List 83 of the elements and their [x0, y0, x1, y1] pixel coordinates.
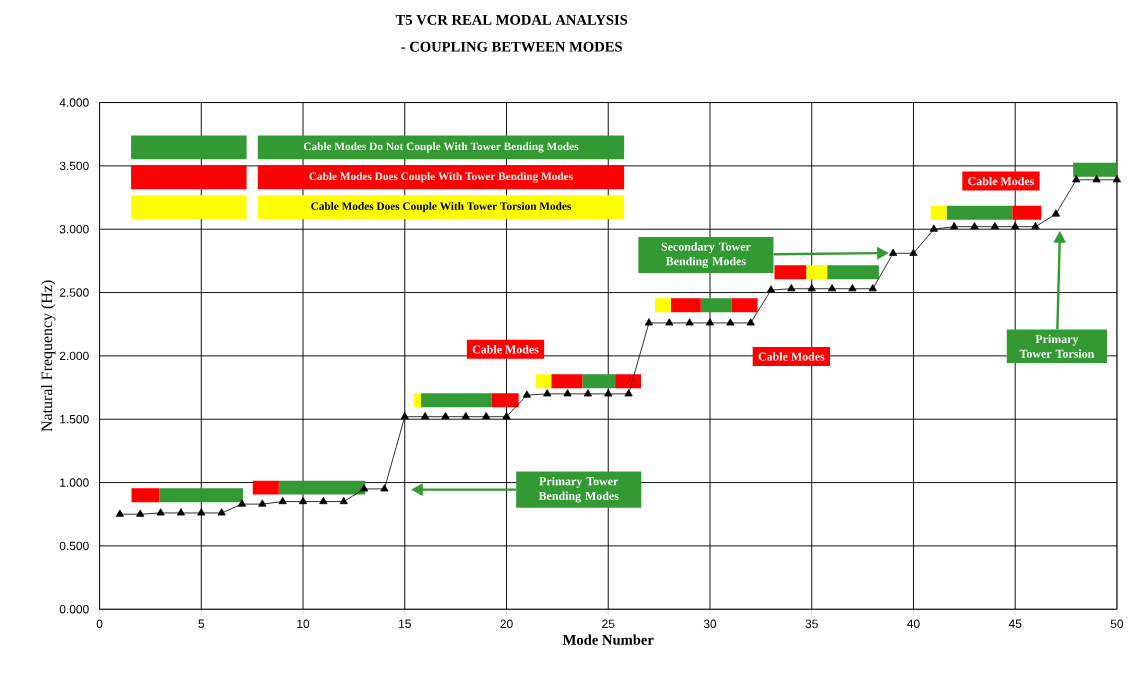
- point: [1051, 209, 1060, 217]
- x-tick-label: 20: [500, 619, 513, 629]
- point: [766, 285, 776, 293]
- point: [400, 412, 409, 420]
- annotation: Cable Modes: [968, 176, 1035, 186]
- y-tick-label: 3.500: [59, 161, 89, 171]
- point: [950, 222, 959, 230]
- point: [970, 222, 979, 230]
- text: Cable Modes Does Couple With Tower Torsion Modes: [311, 202, 572, 213]
- x-tick-label: 25: [602, 619, 615, 629]
- point: [522, 390, 531, 398]
- point: [421, 412, 430, 420]
- y-tick-label: 0.500: [59, 541, 89, 551]
- y-tick-label: 3.000: [59, 225, 89, 234]
- annotation: Cable Modes: [758, 352, 825, 361]
- point: [319, 496, 328, 505]
- point: [1031, 222, 1040, 230]
- point: [746, 318, 755, 326]
- chart-subtitle: - COUPLING BETWEEN MODES: [401, 41, 622, 52]
- point: [278, 496, 287, 505]
- point: [441, 412, 450, 420]
- point: [583, 389, 592, 397]
- y-axis-title: Natural Frequency (Hz): [41, 280, 56, 432]
- point: [1011, 222, 1020, 230]
- point: [1092, 175, 1101, 183]
- point: [705, 318, 715, 326]
- point: [644, 318, 654, 326]
- y-tick-label: 2.500: [59, 288, 89, 297]
- x-tick-label: 35: [805, 619, 818, 629]
- x-tick-label: 5: [198, 619, 205, 628]
- point: [909, 248, 918, 256]
- point: [380, 484, 389, 492]
- point: [990, 222, 999, 230]
- point: [848, 284, 857, 292]
- x-tick-label: 40: [907, 619, 920, 629]
- point: [176, 508, 186, 516]
- y-tick-label: 0.000: [59, 605, 89, 614]
- point: [298, 496, 308, 505]
- point: [563, 389, 572, 397]
- point: [156, 508, 165, 516]
- point: [482, 412, 491, 420]
- point: [502, 412, 511, 420]
- x-tick-label: 30: [703, 619, 717, 629]
- y-tick-label: 1.500: [60, 415, 89, 424]
- annotation: Cable Modes: [472, 345, 539, 354]
- point: [787, 284, 796, 292]
- point: [217, 508, 226, 516]
- text: Cable Modes Do Not Couple With Tower Bending Modes: [303, 142, 579, 153]
- point: [807, 284, 816, 292]
- point: [136, 509, 145, 517]
- point: [868, 284, 877, 292]
- point: [461, 412, 470, 420]
- point: [359, 484, 369, 492]
- y-tick-label: 1.000: [60, 478, 89, 487]
- point: [604, 389, 613, 397]
- x-tick-label: 10: [297, 619, 310, 629]
- point: [827, 284, 837, 292]
- y-tick-label: 2.000: [59, 351, 89, 361]
- point: [1072, 175, 1081, 183]
- point: [1112, 175, 1122, 183]
- point: [115, 509, 124, 517]
- point: [543, 389, 552, 397]
- point: [929, 224, 938, 232]
- x-tick-label: 45: [1008, 619, 1022, 628]
- x-tick-label: 50: [1110, 619, 1124, 629]
- y-tick-label: 4.000: [59, 98, 89, 107]
- point: [237, 499, 247, 507]
- x-tick-label: 0: [96, 619, 103, 629]
- annotation: Primary Tower Torsion: [1019, 334, 1095, 358]
- point: [197, 508, 206, 516]
- annotation: Secondary Tower Bending Modes: [661, 242, 751, 268]
- point: [726, 318, 735, 326]
- annotation: Primary Tower Bending Modes: [538, 476, 619, 503]
- point: [685, 318, 694, 326]
- point: [258, 499, 267, 507]
- x-tick-label: 15: [399, 619, 411, 628]
- x-axis-title: Mode Number: [562, 634, 654, 645]
- point: [665, 318, 674, 326]
- point: [624, 389, 633, 397]
- point: [339, 496, 348, 505]
- text: Cable Modes Does Couple With Tower Bending Modes: [309, 172, 573, 183]
- point: [889, 248, 898, 256]
- chart-title: T5 VCR REAL MODAL ANALYSIS: [395, 15, 628, 25]
